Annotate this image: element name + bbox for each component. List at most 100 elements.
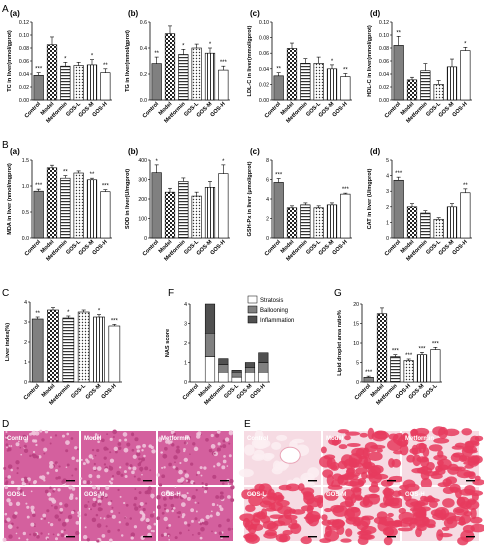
tissue-texture [195, 474, 198, 476]
tissue-texture [71, 487, 76, 491]
tissue-texture [18, 537, 21, 540]
tissue-texture [199, 518, 205, 523]
tissue-texture [414, 433, 428, 442]
tissue-texture [205, 514, 210, 520]
tissue-texture [186, 492, 189, 495]
section-label-E: E [244, 419, 251, 430]
tissue-texture [75, 530, 80, 536]
bar [204, 187, 216, 239]
tissue-texture [230, 485, 235, 490]
tissue-texture [107, 501, 112, 506]
tissue-texture [103, 517, 106, 520]
bar [363, 377, 374, 383]
tissue-texture [46, 509, 50, 513]
significance-label: *** [365, 370, 373, 376]
bar [403, 360, 414, 383]
significance-label: *** [220, 60, 228, 66]
tissue-texture [97, 440, 100, 444]
scale-bar [387, 480, 396, 482]
tissue-texture [345, 506, 361, 519]
tissue-texture [91, 502, 97, 508]
tissue-texture [76, 448, 79, 451]
tissue-texture [123, 501, 126, 505]
tissue-texture [51, 504, 53, 507]
scale-bar [220, 536, 229, 538]
tissue-texture [203, 490, 208, 494]
tissue-texture [143, 454, 146, 458]
tissue-texture [192, 442, 196, 446]
y-tick-label: 0.00 [379, 98, 389, 104]
tissue-texture [264, 452, 275, 460]
tissue-texture [101, 534, 106, 538]
section-label-B: B [2, 140, 9, 151]
tissue-texture [30, 505, 35, 510]
tissue-texture [60, 533, 65, 538]
bar [164, 33, 176, 101]
bar [62, 317, 75, 383]
bar [93, 316, 105, 383]
y-axis-label: CAT in liver (U/mgprot) [367, 168, 373, 229]
tissue-texture [104, 468, 109, 473]
micrograph-label: GOS-M [326, 492, 346, 498]
tissue-texture [138, 457, 141, 461]
tissue-texture [421, 516, 430, 526]
section-label-F: F [168, 288, 174, 299]
bar [326, 68, 338, 101]
tissue-texture [454, 442, 466, 448]
tissue-texture [94, 454, 97, 457]
tissue-texture [321, 514, 328, 521]
tissue-texture [180, 502, 186, 507]
tissue-texture [169, 495, 174, 500]
tissue-texture [47, 533, 50, 535]
tissue-texture [109, 437, 113, 442]
tissue-texture [216, 447, 221, 452]
tissue-texture [306, 497, 322, 508]
tissue-texture [91, 485, 97, 490]
tissue-texture [79, 477, 83, 480]
tissue-texture [54, 505, 58, 510]
tissue-texture [50, 522, 54, 527]
tissue-texture [134, 506, 139, 511]
tissue-texture [307, 467, 320, 478]
tissue-texture [97, 502, 102, 506]
tissue-texture [469, 490, 484, 497]
tissue-texture [285, 483, 300, 492]
tissue-texture [24, 438, 29, 443]
bar [108, 325, 121, 383]
y-tick-label: 4 [266, 197, 269, 203]
tissue-texture [65, 449, 69, 453]
tissue-texture [260, 508, 268, 520]
tissue-texture [208, 448, 213, 453]
bar [326, 204, 338, 239]
significance-label: *** [392, 349, 400, 355]
legend-swatch [247, 295, 258, 304]
bar [218, 173, 229, 239]
tissue-texture [398, 511, 415, 523]
significance-label: * [464, 41, 467, 47]
micrograph-panel-E: Control Model Metformin GOS-L GOS-M GOS-H [238, 426, 484, 546]
tissue-texture [198, 433, 201, 436]
tissue-texture [96, 523, 102, 528]
y-tick-label: 100 [138, 217, 147, 223]
y-tick-label: 3 [184, 322, 187, 328]
bar [430, 349, 441, 383]
panel-label: (b) [128, 9, 139, 18]
micrograph-image: Metformin [156, 429, 234, 487]
tissue-texture [350, 493, 357, 504]
tissue-texture [355, 496, 365, 501]
tissue-texture [64, 503, 69, 508]
tissue-texture [108, 480, 112, 483]
tissue-texture [213, 451, 219, 457]
tissue-texture [116, 470, 121, 476]
tissue-texture [43, 452, 46, 455]
tissue-texture [213, 452, 216, 455]
tissue-texture [331, 518, 345, 529]
micrograph-label: Model [326, 436, 344, 442]
tissue-texture [133, 503, 137, 507]
significance-label: * [155, 159, 158, 165]
tissue-texture [181, 494, 185, 498]
x-tick-label: GOS-L [422, 383, 439, 400]
tissue-texture [161, 451, 163, 454]
tissue-texture [82, 480, 87, 485]
